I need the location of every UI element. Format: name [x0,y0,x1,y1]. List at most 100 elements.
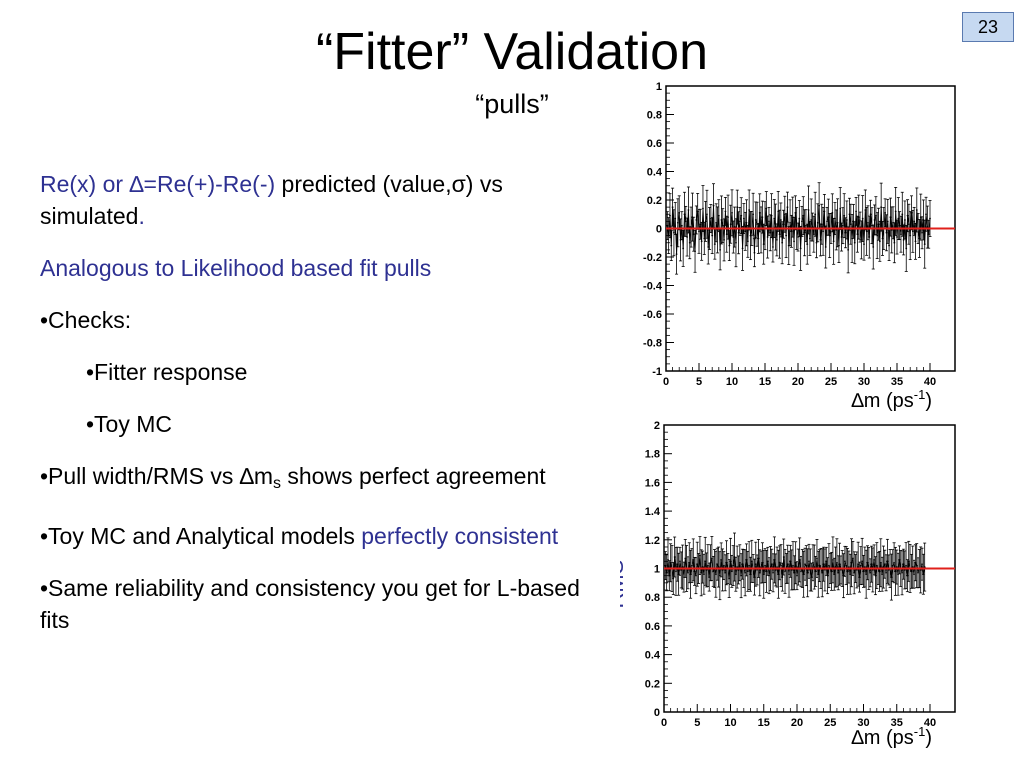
data-point [739,220,741,223]
data-point [696,210,699,213]
data-point [798,558,801,561]
data-point [703,573,705,576]
y-tick-label: -0.6 [643,309,662,321]
data-point [693,570,696,573]
data-point [906,574,909,577]
data-point [758,571,761,574]
data-point [722,564,725,567]
data-point [825,560,828,563]
x-tick-label: 30 [857,717,869,729]
data-point [837,571,840,574]
data-point [867,221,869,224]
data-point [778,561,781,564]
data-point [808,560,810,563]
data-point [687,571,689,574]
data-point [857,216,860,219]
data-point [700,571,703,574]
data-point [805,564,808,567]
data-point [914,561,917,564]
x-tick-label: 40 [924,376,936,388]
data-point [898,558,901,561]
data-point [893,561,895,564]
x-tick-label: 35 [891,717,903,729]
bullet-line-4: •Fitter response [86,359,248,385]
data-point [840,236,843,238]
data-point [781,241,784,244]
data-point [894,210,897,213]
data-point [901,571,903,574]
data-point [853,571,856,574]
data-point [915,209,918,211]
data-point [902,239,905,241]
data-point [772,246,774,248]
data-point [796,574,798,577]
data-point [666,224,669,227]
data-point [672,577,675,580]
data-point [826,220,828,223]
data-point [773,217,776,220]
y-tick-label: 0.8 [647,110,662,122]
data-point [699,554,701,557]
y-tick-label: -0.8 [643,338,662,350]
data-point [700,240,703,243]
data-point [869,571,872,574]
x-tick-label: 20 [791,717,803,729]
data-point [848,213,851,216]
data-point [765,207,768,210]
data-point [749,234,752,237]
data-point [891,564,894,567]
data-point [873,219,876,221]
data-point [664,564,667,567]
data-point [857,563,860,566]
data-point [720,558,723,561]
x-tick-label: 25 [824,717,836,729]
bullet-line-1-highlight: Re(x) or ∆=Re(+)-Re(-) [40,171,276,197]
data-point [806,571,809,574]
data-point [704,560,707,563]
y-tick-label: 0.4 [647,167,663,179]
data-point [826,574,829,577]
data-point [723,239,725,241]
data-point [720,219,723,221]
data-point [714,573,717,576]
pull-plots: -1-0.8-0.6-0.4-0.200.20.40.60.810 5 10 15 20… [620,81,956,749]
data-point [761,216,764,219]
data-point [792,564,794,567]
data-point [667,234,670,237]
data-point [819,239,822,241]
y-axis-title: RMS [620,560,628,609]
data-point [709,561,712,564]
data-point [844,231,847,234]
data-point [677,573,680,576]
data-point [801,220,803,223]
data-point [773,558,776,561]
data-point [885,231,888,234]
data-point [861,217,864,220]
y-tick-label: 1.4 [645,506,661,518]
data-point [744,230,747,233]
data-point [691,564,693,567]
data-point [669,214,671,217]
data-point [789,221,791,224]
data-point [820,223,823,226]
data-point [823,210,826,213]
data-point [845,564,848,567]
data-point [781,576,784,579]
x-tick-label: 10 [726,376,738,388]
data-point [816,557,818,560]
data-point [710,557,713,560]
data-point [748,209,751,211]
data-point [680,224,683,227]
data-point [721,224,724,227]
data-point [853,241,856,244]
data-point [734,573,737,576]
data-point [869,213,872,216]
data-point [689,573,692,576]
data-point [907,560,910,563]
data-point [754,219,757,221]
data-point [838,563,841,566]
data-point [676,221,679,224]
data-point [915,564,918,567]
data-point [822,230,824,233]
x-tick-label: 30 [858,376,870,388]
